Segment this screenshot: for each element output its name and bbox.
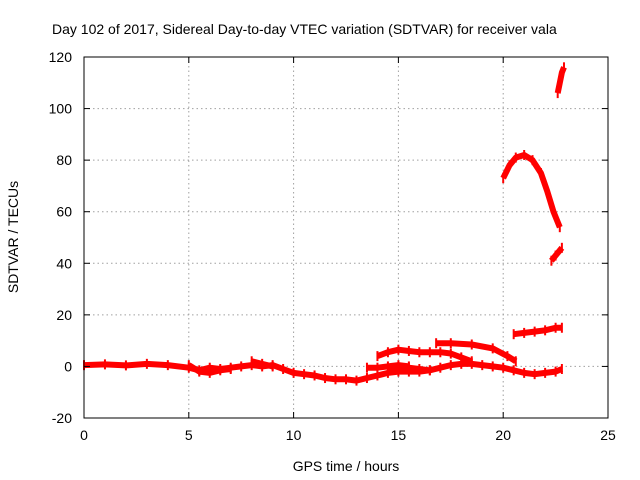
y-tick-label: 40 [56, 255, 72, 271]
x-tick-label: 20 [495, 427, 511, 443]
x-tick-label: 25 [600, 427, 616, 443]
chart-title: Day 102 of 2017, Sidereal Day-to-day VTE… [52, 21, 557, 37]
y-tick-label: 0 [64, 358, 72, 374]
series-10-trace [554, 66, 567, 94]
x-tick-label: 5 [185, 427, 193, 443]
series-6-trace [436, 340, 518, 364]
plot-frame [83, 56, 609, 419]
data-series [83, 62, 567, 386]
y-tick-label: 80 [56, 152, 72, 168]
series-7-trace [513, 324, 562, 338]
x-tick-label: 15 [391, 427, 407, 443]
series-5-trace [376, 346, 473, 365]
x-tick-label: 10 [286, 427, 302, 443]
x-axis-title: GPS time / hours [293, 458, 400, 474]
x-tick-label: 0 [80, 427, 88, 443]
y-tick-label: 20 [56, 307, 72, 323]
y-tick-label: 100 [49, 101, 73, 117]
series-0-trace [83, 360, 564, 384]
y-axis-title: SDTVAR / TECUs [5, 181, 21, 293]
y-tick-label: 120 [49, 49, 73, 65]
y-tick-label: -20 [52, 410, 72, 426]
y-tick-label: 60 [56, 204, 72, 220]
axis-ticks: 0 5 10 15 20 25 -20 0 20 40 60 80 100 120 [49, 49, 616, 443]
grid-lines [84, 57, 608, 418]
